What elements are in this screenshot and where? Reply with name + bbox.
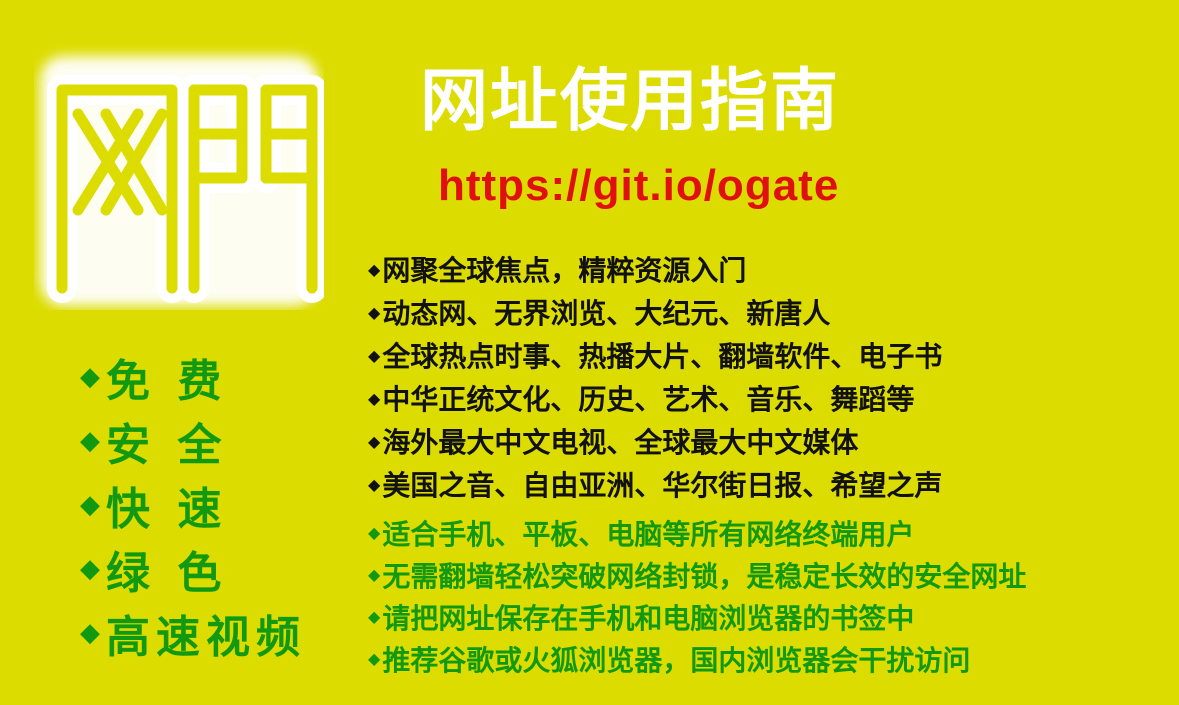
wangmen-logo-icon xyxy=(40,56,324,306)
diamond-bullet-icon: ◆ xyxy=(80,362,100,392)
feature-list: ◆ 免 费 ◆ 安 全 ◆ 快 速 ◆ 绿 色 ◆ 高速视频 xyxy=(80,345,306,665)
feature-item: ◆ 安 全 xyxy=(80,420,228,471)
wangmen-logo xyxy=(34,38,324,310)
list-item: ◆动态网、无界浏览、大纪元、新唐人 xyxy=(368,297,831,330)
feature-item: ◆ 高速视频 xyxy=(80,612,306,663)
feature-item: ◆ 快 速 xyxy=(80,484,228,535)
diamond-bullet-icon: ◆ xyxy=(80,490,100,520)
diamond-bullet-icon: ◆ xyxy=(368,523,381,542)
diamond-bullet-icon: ◆ xyxy=(80,618,100,648)
usage-list: ◆适合手机、平板、电脑等所有网络终端用户 ◆无需翻墙轻松突破网络封锁，是稳定长效… xyxy=(368,514,1026,682)
list-item: ◆推荐谷歌或火狐浏览器，国内浏览器会干扰访问 xyxy=(368,644,971,677)
diamond-bullet-icon: ◆ xyxy=(368,474,381,494)
diamond-bullet-icon: ◆ xyxy=(368,259,381,279)
list-item: ◆海外最大中文电视、全球最大中文媒体 xyxy=(368,426,859,459)
diamond-bullet-icon: ◆ xyxy=(368,565,381,584)
gateway-url: https://git.io/ogate xyxy=(438,161,840,210)
diamond-bullet-icon: ◆ xyxy=(368,607,381,626)
list-item: ◆无需翻墙轻松突破网络封锁，是稳定长效的安全网址 xyxy=(368,560,1027,593)
list-item: ◆全球热点时事、热播大片、翻墙软件、电子书 xyxy=(368,340,943,373)
diamond-bullet-icon: ◆ xyxy=(368,302,381,322)
list-item: ◆美国之音、自由亚洲、华尔街日报、希望之声 xyxy=(368,469,943,502)
feature-item: ◆ 免 费 xyxy=(80,356,228,407)
list-item: ◆适合手机、平板、电脑等所有网络终端用户 xyxy=(368,518,915,551)
list-item: ◆中华正统文化、历史、艺术、音乐、舞蹈等 xyxy=(368,383,915,416)
page-title: 网址使用指南 xyxy=(420,62,841,141)
diamond-bullet-icon: ◆ xyxy=(368,388,381,408)
diamond-bullet-icon: ◆ xyxy=(80,426,100,456)
diamond-bullet-icon: ◆ xyxy=(80,554,100,584)
feature-item: ◆ 绿 色 xyxy=(80,548,228,599)
list-item: ◆网聚全球焦点，精粹资源入门 xyxy=(368,254,747,287)
diamond-bullet-icon: ◆ xyxy=(368,649,381,668)
diamond-bullet-icon: ◆ xyxy=(368,431,381,451)
list-item: ◆请把网址保存在手机和电脑浏览器的书签中 xyxy=(368,602,915,635)
diamond-bullet-icon: ◆ xyxy=(368,345,381,365)
content-list: ◆网聚全球焦点，精粹资源入门 ◆动态网、无界浏览、大纪元、新唐人 ◆全球热点时事… xyxy=(368,249,942,507)
